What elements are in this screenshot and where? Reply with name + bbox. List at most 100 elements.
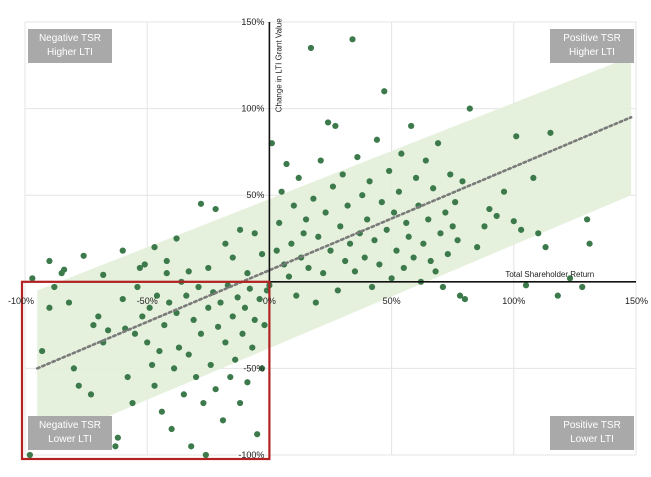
data-point — [461, 296, 469, 303]
data-point — [131, 330, 139, 337]
data-point — [197, 200, 205, 207]
data-point — [317, 157, 324, 164]
data-point — [249, 344, 256, 351]
data-point — [87, 391, 95, 398]
data-point — [95, 313, 102, 320]
data-point — [300, 230, 307, 237]
data-point — [542, 244, 549, 251]
data-point — [366, 178, 373, 185]
data-point — [459, 178, 466, 185]
data-point — [251, 230, 258, 237]
data-point — [320, 270, 327, 277]
data-point — [373, 136, 381, 143]
data-point — [205, 264, 212, 272]
y-tick-label: 100% — [241, 104, 264, 114]
data-point — [246, 285, 253, 292]
highlight-region — [20, 280, 271, 461]
data-point — [334, 287, 341, 294]
data-point — [388, 275, 395, 282]
data-point — [554, 292, 561, 299]
data-point — [500, 188, 508, 195]
y-tick-label: -50% — [243, 363, 264, 373]
data-point — [493, 212, 500, 220]
data-point — [405, 233, 412, 240]
data-point — [408, 122, 415, 130]
data-point — [466, 105, 473, 112]
data-point — [185, 351, 192, 358]
data-point — [351, 268, 359, 275]
data-point — [449, 223, 456, 230]
data-point — [530, 174, 537, 181]
data-point — [342, 257, 349, 265]
data-point — [412, 174, 420, 181]
y-tick-label: 150% — [241, 17, 264, 27]
data-point — [454, 237, 461, 244]
x-axis-title: Total Shareholder Return — [505, 270, 594, 279]
data-point — [51, 283, 58, 291]
data-point — [376, 261, 383, 268]
data-point — [425, 216, 432, 223]
data-point — [148, 361, 156, 369]
data-point — [112, 443, 119, 450]
quadrant-top-left-label: Negative TSR Higher LTI — [28, 29, 112, 63]
data-point — [359, 192, 366, 199]
data-point — [163, 270, 170, 277]
data-point — [236, 226, 244, 233]
data-point — [398, 150, 405, 157]
x-tick-label: -100% — [8, 296, 34, 306]
x-tick-label: 150% — [625, 296, 648, 306]
data-point — [256, 296, 263, 303]
data-point — [283, 160, 290, 168]
data-point — [202, 451, 209, 459]
data-point — [144, 339, 151, 346]
data-point — [188, 443, 195, 450]
data-point — [65, 299, 73, 306]
data-point — [430, 185, 437, 192]
data-point — [26, 451, 33, 459]
data-point — [46, 304, 53, 311]
data-point — [136, 264, 143, 272]
tick-labels: -100% -50% 0% 50% 100% 150% 150% 100% 50% -50% -10… — [8, 17, 648, 460]
data-point — [444, 250, 451, 258]
data-point — [354, 153, 361, 161]
data-point — [432, 268, 439, 275]
quadrant-top-right-label: Positive TSR Higher LTI — [550, 29, 634, 63]
x-tick-label: 0% — [263, 296, 276, 306]
data-point — [584, 216, 591, 223]
data-point — [452, 199, 459, 206]
data-point — [195, 283, 202, 291]
data-point — [122, 325, 129, 332]
data-point — [244, 270, 251, 277]
data-point — [486, 205, 493, 213]
data-point — [173, 235, 180, 242]
data-point — [322, 209, 329, 216]
data-point — [197, 330, 205, 337]
data-point — [217, 299, 224, 306]
data-point — [190, 316, 197, 324]
quadrant-bottom-left-line2: Lower LTI — [48, 434, 92, 445]
data-point — [175, 344, 183, 351]
data-point — [114, 434, 121, 441]
data-point — [513, 133, 520, 140]
data-point — [403, 219, 410, 227]
data-point — [276, 219, 283, 227]
data-point — [439, 283, 447, 291]
data-point — [307, 44, 315, 52]
data-point — [481, 223, 488, 230]
data-point — [46, 257, 53, 265]
data-point — [474, 244, 481, 251]
data-point — [222, 339, 229, 346]
data-point — [229, 313, 236, 320]
data-point — [434, 140, 442, 147]
data-point — [510, 218, 517, 225]
x-tick-label: 100% — [502, 296, 525, 306]
data-point — [547, 129, 554, 136]
data-point — [166, 299, 173, 306]
data-point — [346, 240, 354, 247]
data-point — [268, 140, 275, 147]
data-point — [119, 247, 126, 254]
data-point — [422, 157, 429, 164]
data-point — [378, 199, 385, 206]
data-point — [158, 408, 165, 415]
highlight-box — [20, 280, 271, 461]
